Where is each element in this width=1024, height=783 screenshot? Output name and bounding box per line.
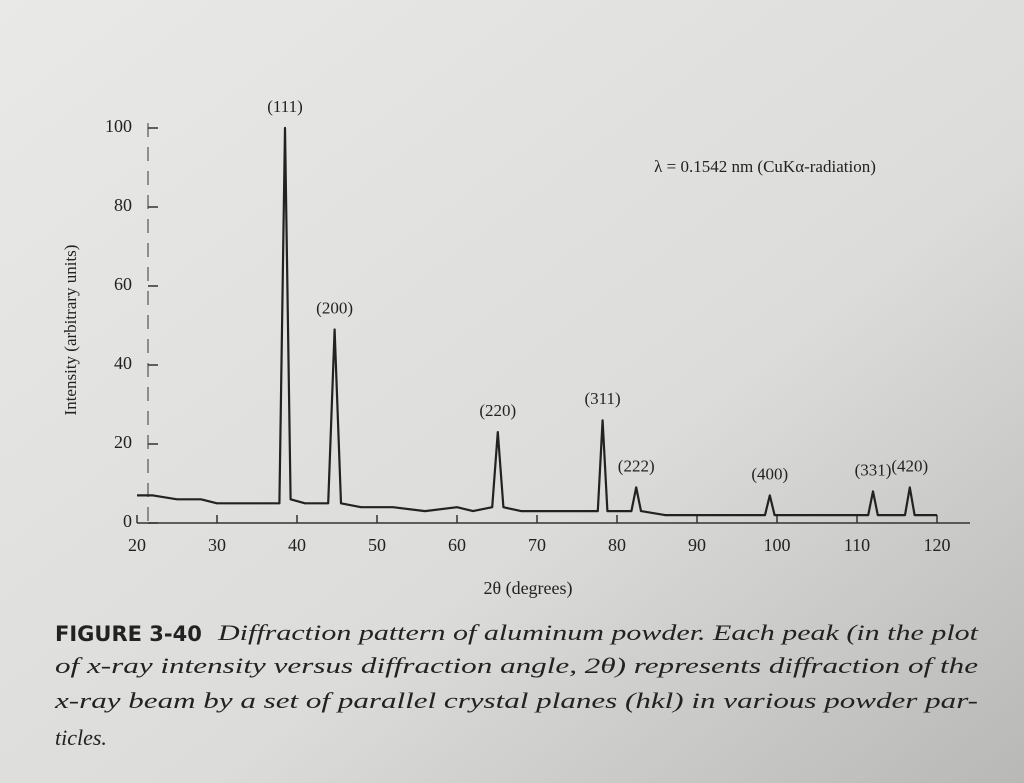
- peak-label: (420): [891, 456, 928, 475]
- x-tick-label: 80: [608, 535, 626, 555]
- caption: Diffraction pattern of aluminum powder. …: [54, 620, 980, 750]
- caption-line: of x-ray intensity versus diffraction an…: [55, 653, 978, 678]
- caption-label: FIGURE 3-40: [55, 622, 202, 646]
- y-tick-label: 80: [114, 195, 132, 215]
- x-tick-label: 90: [688, 535, 706, 555]
- wavelength-note: λ = 0.1542 nm (CuKα-radiation): [654, 157, 876, 176]
- x-tick-label: 20: [128, 535, 146, 555]
- x-tick-label: 120: [924, 535, 951, 555]
- y-tick-label: 60: [114, 274, 132, 294]
- caption-line: x-ray beam by a set of parallel crystal …: [54, 688, 978, 713]
- x-tick-label: 30: [208, 535, 226, 555]
- y-tick-label: 0: [123, 511, 132, 531]
- y-axis-label: Intensity (arbitrary units): [61, 245, 80, 416]
- x-tick-label: 60: [448, 535, 466, 555]
- y-tick-label: 40: [114, 353, 132, 373]
- peak-label: (311): [584, 389, 620, 408]
- x-axis-label: 2θ (degrees): [483, 578, 572, 599]
- plot: 20 30 40 50 60 70 80 90 100 110 120 0 20 40 60 80 100 (11…: [105, 97, 970, 555]
- x-tick-label: 70: [528, 535, 546, 555]
- x-tick-label: 40: [288, 535, 306, 555]
- x-tick-label: 100: [764, 535, 791, 555]
- x-tick-label: 110: [844, 535, 870, 555]
- peak-label: (222): [618, 456, 655, 475]
- caption-line: ticles.: [55, 725, 107, 750]
- diffraction-line: [137, 126, 937, 517]
- peak-label: (331): [855, 460, 892, 479]
- peak-label: (400): [751, 464, 788, 483]
- y-tick-label: 100: [105, 116, 132, 136]
- y-tick-label: 20: [114, 432, 132, 452]
- caption-line: Diffraction pattern of aluminum powder. …: [217, 620, 980, 645]
- peak-label: (111): [267, 97, 303, 116]
- peak-label: (220): [479, 401, 516, 420]
- x-tick-label: 50: [368, 535, 386, 555]
- peak-label: (200): [316, 298, 353, 317]
